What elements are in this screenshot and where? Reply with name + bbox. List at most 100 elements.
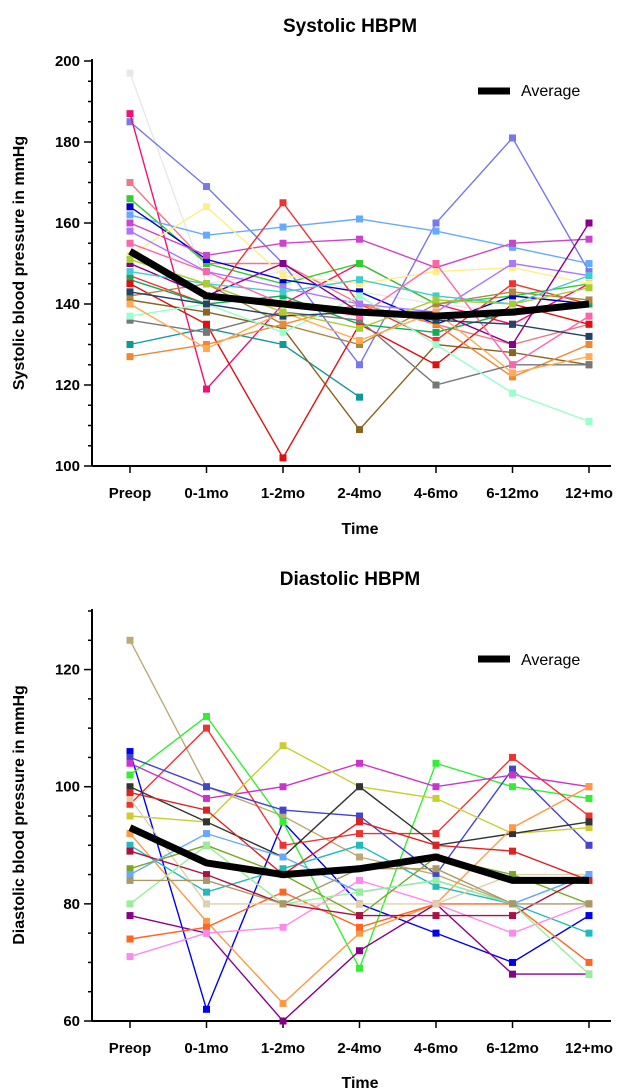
systolic-series-point	[432, 219, 440, 227]
systolic-series-point	[126, 203, 134, 211]
systolic-y-tick-label: 120	[55, 377, 80, 394]
diastolic-series-point	[509, 771, 516, 779]
systolic-series-point	[356, 320, 363, 328]
systolic-series-point	[279, 268, 287, 276]
diastolic-x-tick-label: 2-4mo	[337, 1040, 381, 1057]
diastolic-series-point	[126, 794, 134, 802]
diastolic-series-point	[356, 947, 363, 955]
diastolic-series-point	[585, 812, 593, 820]
diastolic-series-point	[203, 712, 210, 720]
systolic-series-point	[203, 328, 210, 336]
systolic-series-point	[203, 260, 210, 267]
diastolic-series-point	[126, 900, 134, 908]
systolic-series-point	[279, 284, 287, 292]
diastolic-series-point	[203, 1005, 210, 1013]
systolic-series-point	[585, 268, 593, 276]
systolic-series-point	[356, 393, 363, 401]
diastolic-series-point	[509, 753, 516, 761]
systolic-x-tick-label: Preop	[109, 485, 152, 502]
systolic-series-point	[509, 320, 516, 328]
systolic-series-point	[356, 276, 363, 284]
systolic-series-point	[432, 268, 440, 276]
diastolic-series-point	[279, 888, 287, 896]
systolic-x-tick-label: 12+mo	[565, 485, 613, 502]
systolic-series-point	[585, 280, 593, 288]
systolic-series-point	[585, 219, 593, 227]
diastolic-series-point	[279, 783, 287, 791]
diastolic-series-point	[356, 912, 363, 920]
diastolic-series-point	[432, 871, 440, 879]
systolic-series-point	[126, 219, 134, 227]
systolic-series-point	[356, 292, 363, 300]
systolic-series-point	[203, 203, 210, 211]
diastolic-y-tick-label: 60	[63, 1013, 80, 1030]
diastolic-series-point	[432, 882, 440, 890]
systolic-x-tick-label: 2-4mo	[337, 485, 381, 502]
diastolic-series-point	[356, 876, 363, 884]
diastolic-series-point	[356, 783, 363, 791]
diastolic-series-point	[126, 753, 134, 761]
systolic-plot: 100 120 140 160 180 200 Preop 0-1mo 1-2mo 2-4mo 4-…	[55, 53, 613, 502]
systolic-series-point	[356, 260, 363, 267]
diastolic-series-line	[129, 762, 590, 800]
systolic-series-point	[279, 288, 287, 296]
diastolic-series-point	[585, 912, 593, 920]
diastolic-series-point	[585, 824, 593, 832]
systolic-series-point	[585, 284, 593, 292]
diastolic-average-line	[128, 824, 589, 884]
diastolic-series-point	[126, 847, 134, 855]
diastolic-series-point	[279, 1017, 287, 1025]
diastolic-series-point	[585, 929, 593, 937]
systolic-x-tick-label: 1-2mo	[261, 485, 305, 502]
systolic-series-point	[279, 223, 287, 231]
systolic-series-point	[126, 276, 134, 284]
diastolic-series-point	[126, 759, 134, 767]
diastolic-y-tick-label: 120	[55, 662, 80, 679]
systolic-series-point	[203, 385, 210, 393]
systolic-series-point	[203, 341, 210, 348]
diastolic-series-point	[356, 853, 363, 861]
systolic-x-axis-label: Time	[341, 521, 378, 538]
diastolic-series-line	[129, 903, 589, 1023]
diastolic-series-point	[126, 953, 134, 961]
systolic-series-point	[279, 308, 287, 316]
diastolic-series-point	[279, 999, 287, 1007]
systolic-series-point	[126, 211, 134, 219]
systolic-series-point	[509, 243, 516, 251]
diastolic-series-point	[203, 900, 210, 908]
diastolic-series-point	[509, 824, 516, 832]
diastolic-series-point	[509, 847, 516, 855]
diastolic-series-point	[203, 806, 210, 814]
systolic-series-point	[585, 260, 593, 267]
diastolic-series-point	[203, 917, 210, 925]
systolic-chart-title: Systolic HBPM	[283, 16, 417, 37]
diastolic-series-point	[279, 841, 287, 849]
diastolic-series-point	[432, 783, 440, 791]
systolic-series-point	[585, 417, 593, 425]
diastolic-series-point	[126, 830, 134, 838]
diastolic-series-point	[585, 958, 593, 966]
systolic-series-point	[432, 341, 440, 348]
systolic-series-point	[356, 280, 363, 288]
systolic-series-point	[356, 324, 363, 332]
systolic-series-point	[585, 235, 593, 243]
diastolic-series-point	[356, 888, 363, 896]
systolic-series-point	[432, 336, 440, 344]
systolic-series-point	[356, 288, 363, 296]
diastolic-legend-label: Average	[521, 652, 580, 669]
systolic-series-point	[203, 320, 210, 328]
systolic-series-point	[509, 292, 516, 300]
diastolic-series-point	[432, 759, 440, 767]
diastolic-series-line	[129, 639, 590, 905]
systolic-series-point	[126, 255, 134, 263]
diastolic-series-point	[356, 830, 363, 838]
systolic-series-line	[129, 327, 360, 398]
diastolic-x-tick-label: 1-2mo	[261, 1040, 305, 1057]
systolic-series-point	[279, 239, 287, 247]
systolic-series-point	[126, 251, 134, 259]
systolic-series-point	[432, 227, 440, 235]
diastolic-series-point	[126, 783, 134, 791]
systolic-series-point	[509, 361, 516, 369]
systolic-series-point	[356, 336, 363, 344]
diastolic-plot: 60 80 100 120 Preop 0-1mo 1-2mo 2-4mo 4-6mo 6-12m…	[55, 609, 613, 1057]
